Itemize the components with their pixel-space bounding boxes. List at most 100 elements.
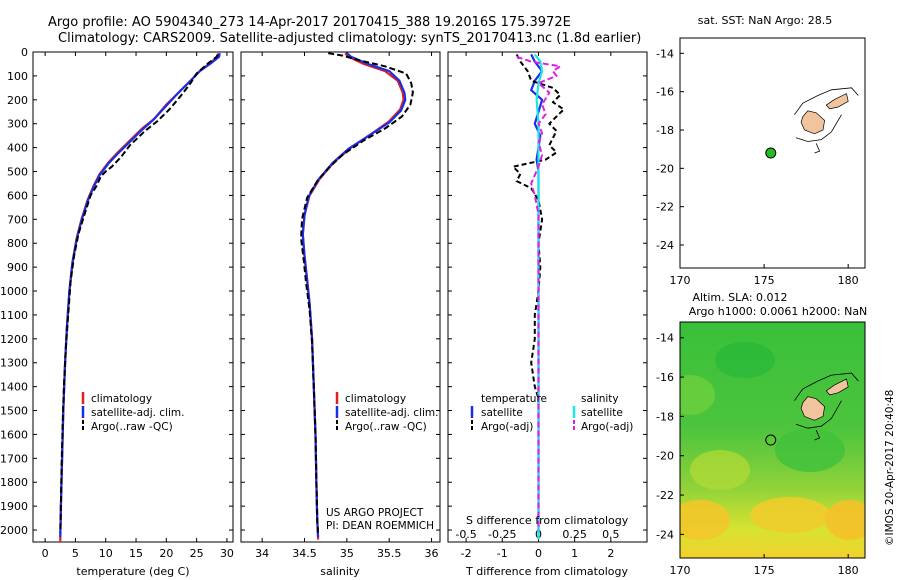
- depth-tick-label: 1500: [0, 405, 28, 418]
- sla-blob: [750, 497, 830, 533]
- difference-plot: -2 -1 0 1 2-0.5 -0.25 0 0.25 0.5: [455, 52, 620, 560]
- sla-blob: [715, 342, 775, 378]
- difference-panel-frame: [447, 51, 648, 543]
- map-y-tick-label: -16: [656, 371, 674, 384]
- x-tick-label: -1: [497, 547, 508, 560]
- legend-targo-label: Argo(-adj): [481, 421, 533, 433]
- x2-tick-label: 0.25: [562, 528, 587, 541]
- map-y-tick-label: -18: [656, 124, 674, 137]
- x-tick-label: 34.5: [292, 547, 317, 560]
- map-x-tick-label: 170: [670, 274, 691, 287]
- map-y-tick-label: -16: [656, 86, 674, 99]
- depth-tick-label: 1200: [0, 333, 28, 346]
- x-tick-label: 2: [607, 547, 614, 560]
- map-y-tick-label: -14: [656, 332, 674, 345]
- salinity-panel-frame: [240, 51, 441, 543]
- map-y-tick-label: -14: [656, 47, 674, 60]
- legend-argo-label: Argo(..raw -QC): [345, 421, 427, 433]
- island: [825, 93, 849, 110]
- depth-tick-label: 2000: [0, 524, 28, 537]
- depth-tick-label: 1100: [0, 309, 28, 322]
- credit-label: ©IMOS 20-Apr-2017 20:40:48: [884, 390, 896, 546]
- x-tick-label: 10: [99, 547, 113, 560]
- map-x-tick-label: 180: [838, 564, 859, 577]
- series-line-t-satellite: [530, 53, 544, 538]
- reef-contour: [795, 114, 842, 142]
- reef-contour: [795, 400, 842, 429]
- legend-temp-header: temperature: [481, 393, 547, 405]
- x-tick-label: 35: [340, 547, 354, 560]
- depth-axis: 0 100 200 300 400 500 600 700 800 900 1000 1100 1200…: [0, 46, 647, 537]
- depth-tick-label: 1800: [0, 476, 28, 489]
- series-line-satellite-adj-clim-: [59, 53, 221, 538]
- reef-contour: [794, 87, 859, 115]
- reef-contour: [814, 143, 821, 154]
- depth-tick-label: 0: [21, 46, 28, 59]
- argo-position-marker: [765, 147, 777, 159]
- x-tick-label: 15: [129, 547, 143, 560]
- depth-tick-label: 900: [7, 261, 28, 274]
- x-tick-label: 1: [571, 547, 578, 560]
- series-line-argo-raw-qc-: [300, 52, 414, 535]
- depth-tick-label: 1900: [0, 500, 28, 513]
- sla-blob: [680, 500, 730, 540]
- reef-contour: [814, 430, 821, 441]
- island: [800, 396, 825, 421]
- x-tick-label: 25: [190, 547, 204, 560]
- salinity-axis-label: salinity: [320, 565, 360, 578]
- s-difference-axis-label: S difference from climatology: [466, 514, 629, 527]
- depth-tick-label: 1700: [0, 452, 28, 465]
- series-line-argo-raw-qc-: [59, 53, 219, 533]
- x2-tick-label: 0.5: [602, 528, 620, 541]
- legend-sargo-label: Argo(-adj): [581, 421, 633, 433]
- series-line-satellite-adj-clim-: [301, 52, 407, 538]
- map-y-tick-label: -18: [656, 410, 674, 423]
- depth-tick-label: 500: [7, 166, 28, 179]
- x-tick-label: 35.5: [377, 547, 402, 560]
- island: [825, 378, 849, 396]
- legend-clim-label: climatology: [91, 393, 152, 405]
- legend-clim-label: climatology: [345, 393, 406, 405]
- series-line-s-argo-adj-: [516, 55, 562, 530]
- legend-sat-label: satellite-adj. clim.: [345, 407, 438, 419]
- sla-map-frame: [679, 321, 866, 559]
- depth-tick-label: 700: [7, 213, 28, 226]
- map-x-tick-label: 175: [754, 274, 775, 287]
- map-y-tick-label: -20: [656, 450, 674, 463]
- map-x-tick-label: 180: [838, 274, 859, 287]
- salinity-plot: 34 34.5 35 35.5 36: [255, 52, 439, 560]
- x-tick-label: 34: [255, 547, 269, 560]
- sla-blob: [690, 450, 750, 490]
- x-tick-label: 20: [159, 547, 173, 560]
- x-tick-label: 0: [535, 547, 542, 560]
- depth-tick-label: 1600: [0, 428, 28, 441]
- legend-sal-header: salinity: [581, 393, 619, 405]
- series-line-climatology: [59, 52, 220, 542]
- legend-ssat-label: satellite: [581, 407, 623, 419]
- temperature-axis-label: temperature (deg C): [76, 565, 189, 578]
- x-tick-label: 0: [42, 547, 49, 560]
- sla-field: [680, 322, 865, 558]
- difference-legend: temperature salinity satellite Argo(-adj…: [466, 393, 633, 527]
- reef-contour: [794, 372, 859, 401]
- temperature-plot: 0 5 10 15 20 25 30: [42, 52, 234, 560]
- sla-blob: [825, 500, 865, 540]
- map-x-tick-label: 170: [670, 564, 691, 577]
- sla-blob: [680, 375, 715, 415]
- series-line-t-argo-adj-: [512, 53, 565, 530]
- x-tick-label: -2: [461, 547, 472, 560]
- depth-tick-label: 600: [7, 189, 28, 202]
- x2-tick-label: -0.25: [488, 528, 516, 541]
- x2-tick-label: -0.5: [455, 528, 476, 541]
- depth-tick-label: 1000: [0, 285, 28, 298]
- map-y-tick-label: -22: [656, 489, 674, 502]
- depth-tick-label: 400: [7, 142, 28, 155]
- sst-map: 170 175 180 -14 -16 -18 -20 -22 -24: [656, 47, 859, 287]
- map-y-tick-label: -24: [656, 239, 674, 252]
- sla-map-title-2: Argo h1000: 0.0061 h2000: NaN: [689, 305, 868, 318]
- salinity-legend: climatology satellite-adj. clim. Argo(..…: [326, 392, 438, 532]
- island: [800, 110, 825, 135]
- figure-title-line1: Argo profile: AO 5904340_273 14-Apr-2017…: [48, 15, 571, 30]
- map-y-tick-label: -24: [656, 528, 674, 541]
